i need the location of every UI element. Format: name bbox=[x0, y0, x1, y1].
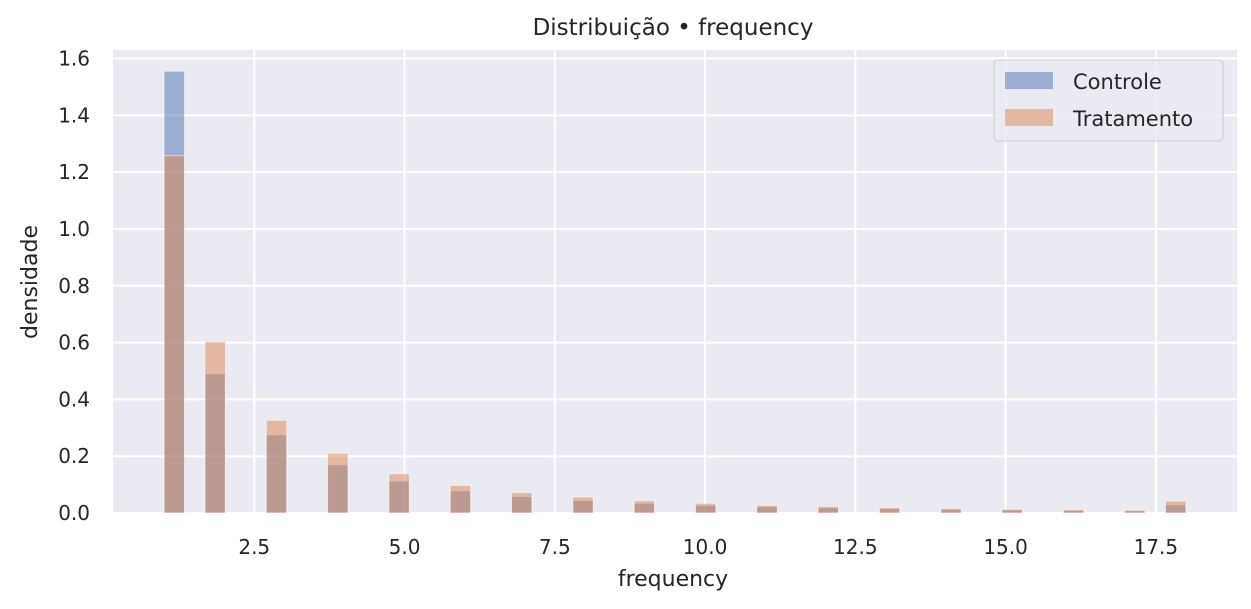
x-tick-label: 12.5 bbox=[833, 535, 878, 559]
y-axis-label: densidade bbox=[18, 225, 43, 339]
bar bbox=[1062, 509, 1085, 514]
bar bbox=[756, 504, 778, 514]
histogram-bars bbox=[163, 70, 1187, 514]
x-tick-label: 17.5 bbox=[1134, 535, 1179, 559]
x-axis-label: frequency bbox=[618, 567, 728, 592]
legend-swatch-tratamento bbox=[1005, 109, 1053, 126]
bar bbox=[1124, 509, 1146, 514]
y-tick-label: 1.0 bbox=[58, 217, 90, 241]
x-axis-ticks: 2.5 5.0 7.5 10.0 12.5 15.0 17.5 bbox=[238, 535, 1178, 559]
x-tick-label: 15.0 bbox=[983, 535, 1028, 559]
legend-swatch-controle bbox=[1005, 72, 1053, 89]
x-tick-label: 2.5 bbox=[238, 535, 270, 559]
bar bbox=[1164, 500, 1187, 514]
bar bbox=[265, 419, 288, 514]
bar bbox=[511, 492, 533, 514]
legend: Controle Tratamento bbox=[993, 59, 1224, 142]
bar bbox=[817, 505, 839, 514]
y-tick-label: 0.2 bbox=[58, 444, 90, 468]
y-tick-label: 1.6 bbox=[58, 47, 90, 71]
bar bbox=[694, 502, 717, 514]
bar bbox=[204, 341, 226, 514]
bar bbox=[572, 496, 594, 514]
bar bbox=[633, 500, 656, 514]
y-tick-label: 0.0 bbox=[58, 501, 90, 525]
bar bbox=[1001, 508, 1023, 514]
y-axis-ticks: 0.0 0.2 0.4 0.6 0.8 1.0 1.2 1.4 1.6 bbox=[58, 47, 90, 525]
x-tick-label: 5.0 bbox=[389, 535, 421, 559]
y-tick-label: 1.4 bbox=[58, 103, 90, 127]
y-tick-label: 1.2 bbox=[58, 160, 90, 184]
series-tratamento bbox=[163, 155, 1187, 514]
chart-title: Distribuição • frequency bbox=[533, 15, 814, 41]
bar bbox=[388, 473, 410, 514]
y-tick-label: 0.8 bbox=[58, 274, 90, 298]
legend-label-controle: Controle bbox=[1073, 70, 1162, 94]
bar bbox=[327, 452, 349, 514]
bar bbox=[878, 507, 901, 514]
bar bbox=[940, 507, 962, 514]
x-tick-label: 7.5 bbox=[539, 535, 571, 559]
legend-label-tratamento: Tratamento bbox=[1072, 107, 1193, 131]
y-tick-label: 0.6 bbox=[58, 331, 90, 355]
bar bbox=[163, 155, 186, 514]
y-tick-label: 0.4 bbox=[58, 387, 90, 411]
bar bbox=[449, 484, 472, 514]
x-tick-label: 10.0 bbox=[683, 535, 728, 559]
